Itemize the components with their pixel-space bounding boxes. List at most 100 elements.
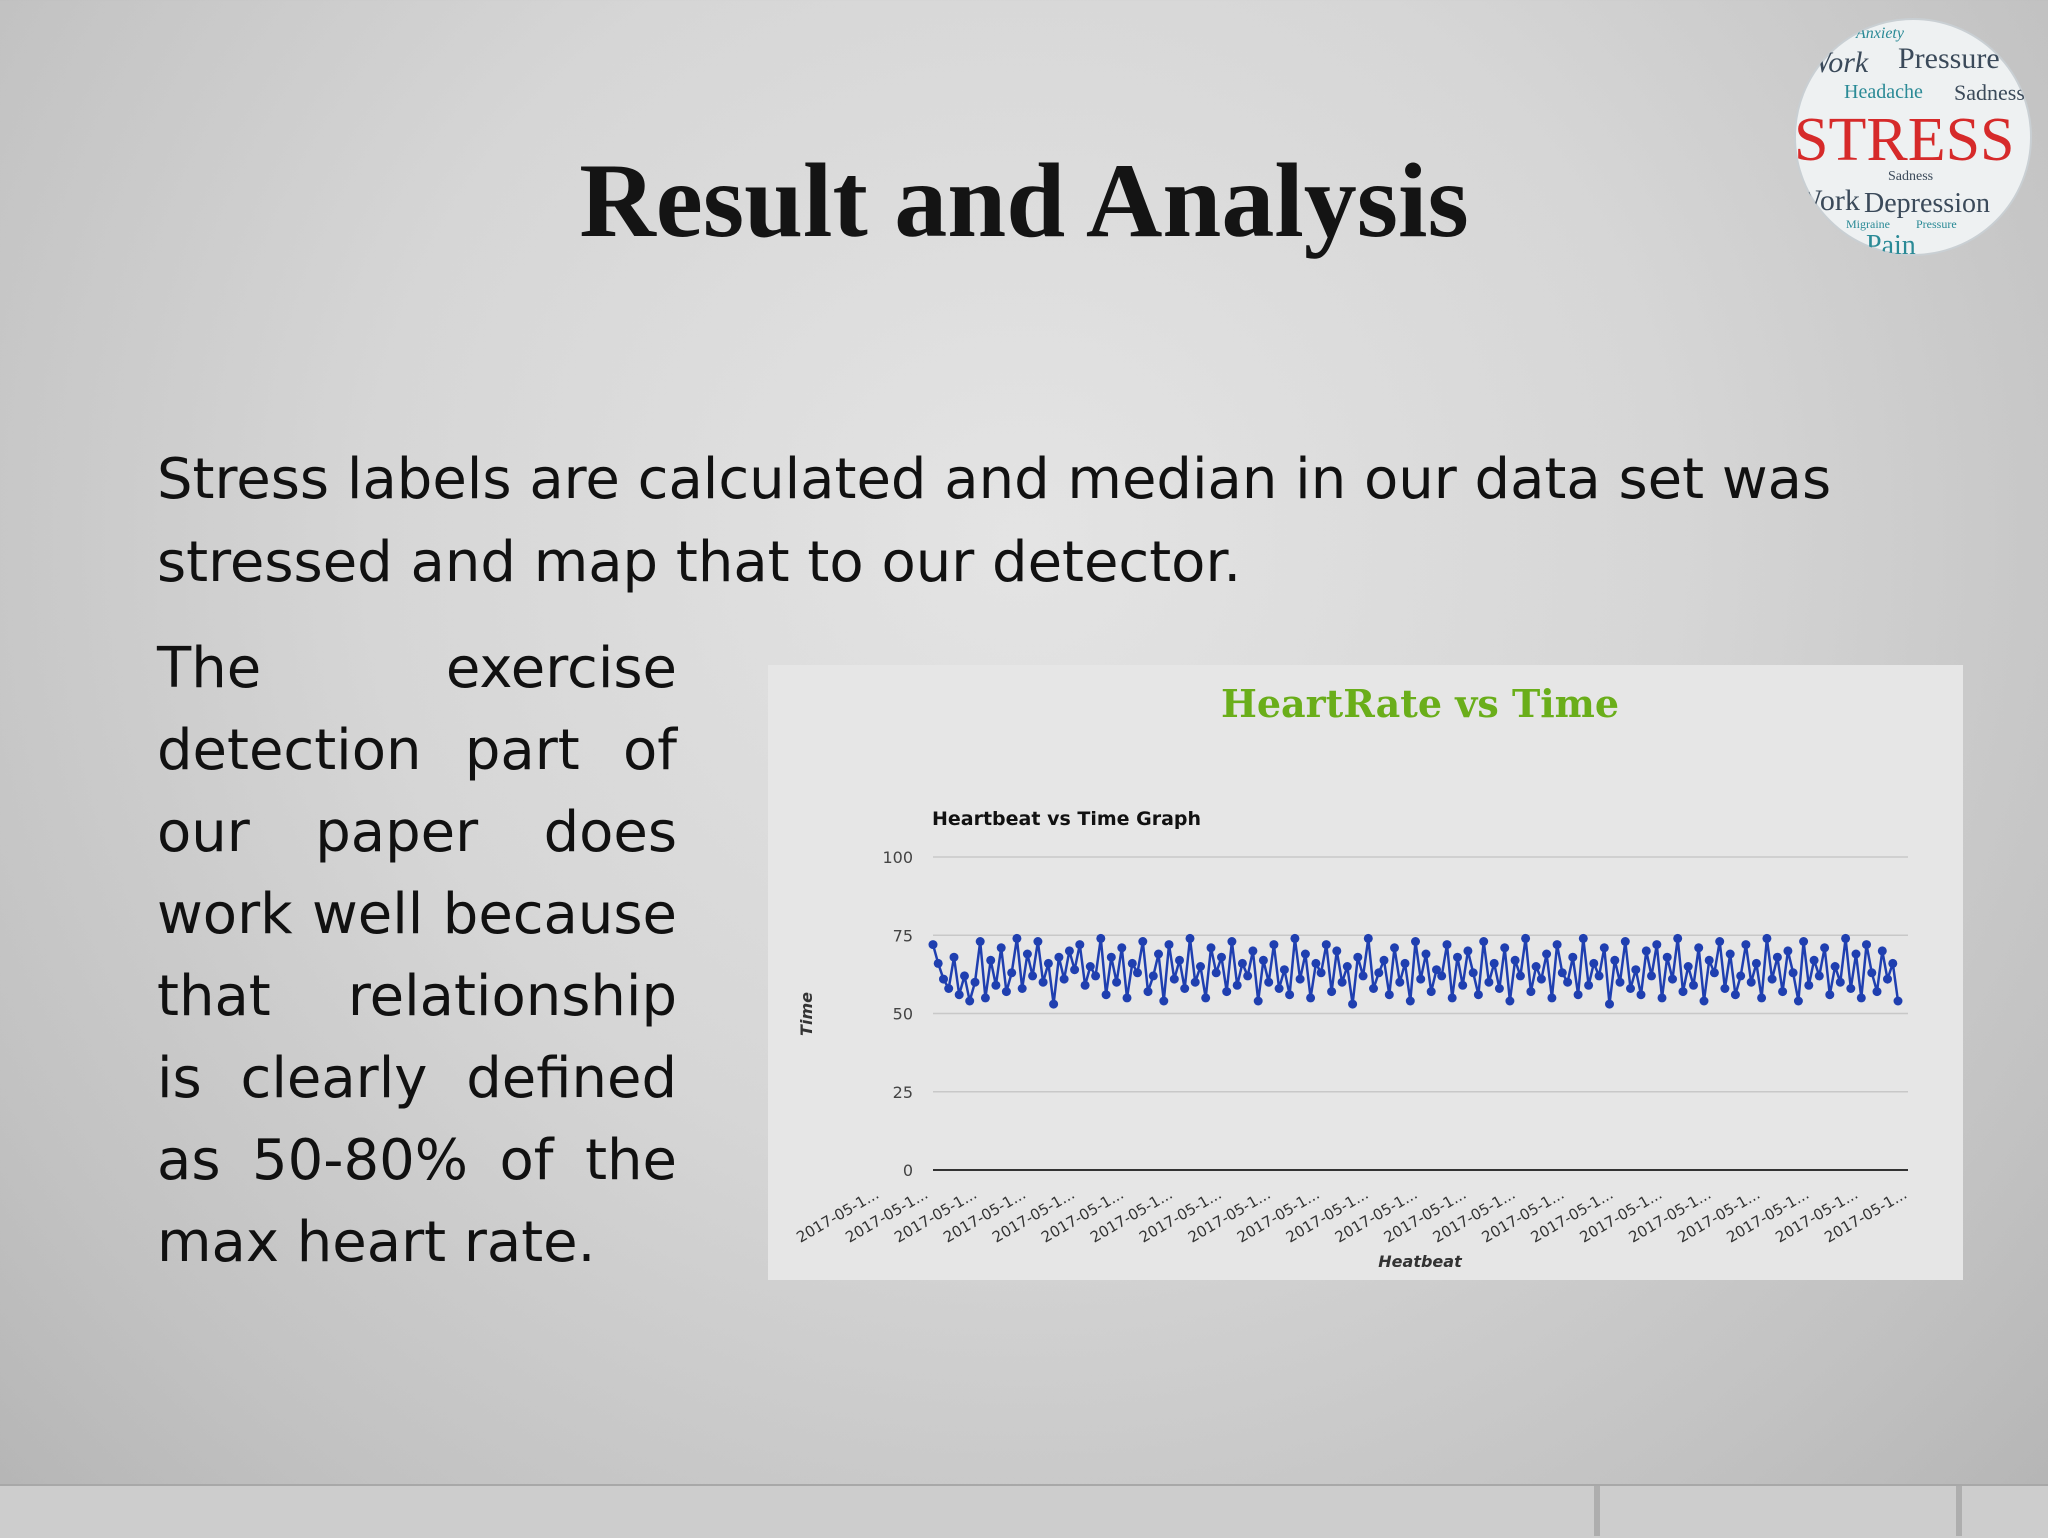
data-point — [1856, 993, 1866, 1003]
data-point — [1379, 955, 1389, 965]
data-point — [1017, 984, 1027, 993]
data-point — [1505, 996, 1515, 1006]
data-point — [1127, 958, 1137, 968]
chart-banner-title: HeartRate vs Time — [1221, 681, 1619, 726]
footer-divider — [1956, 1486, 1962, 1536]
data-point — [1190, 977, 1200, 987]
data-point — [1473, 990, 1483, 1000]
y-tick-label: 0 — [903, 1161, 913, 1180]
data-point — [980, 993, 990, 1003]
svg-text:Work: Work — [1794, 184, 1860, 217]
data-point — [1709, 968, 1719, 978]
data-point — [1594, 971, 1604, 981]
data-point — [1678, 987, 1688, 997]
data-point — [1154, 949, 1163, 959]
data-point — [1274, 984, 1284, 993]
data-point — [960, 971, 969, 981]
svg-text:STRESS: STRESS — [1794, 106, 2015, 174]
data-point — [1883, 974, 1892, 984]
data-point — [1437, 971, 1447, 981]
data-point — [1321, 940, 1331, 950]
data-point — [1500, 943, 1510, 953]
data-point — [1552, 940, 1562, 950]
svg-text:Work: Work — [1806, 46, 1869, 79]
data-point — [1106, 952, 1116, 962]
footer-bar — [0, 1484, 2048, 1538]
data-point — [1626, 984, 1635, 993]
data-point — [1468, 968, 1478, 978]
data-point — [1751, 958, 1761, 968]
data-point — [1757, 993, 1767, 1003]
data-point — [1647, 971, 1656, 981]
data-point — [1563, 977, 1573, 987]
data-point — [1515, 971, 1525, 981]
data-point — [1316, 968, 1326, 978]
data-point — [1169, 974, 1179, 984]
data-point — [1652, 940, 1662, 950]
data-point — [1458, 980, 1468, 990]
data-point — [1867, 968, 1877, 978]
data-point — [1400, 958, 1410, 968]
data-point — [1814, 971, 1824, 981]
data-point — [1206, 943, 1216, 953]
data-point — [1589, 958, 1599, 968]
data-point — [1248, 946, 1258, 956]
data-point — [1237, 958, 1247, 968]
data-point — [1788, 968, 1798, 978]
chart-panel: HeartRate vs Time Heartbeat vs Time Grap… — [768, 665, 1963, 1280]
data-point — [1374, 968, 1384, 978]
data-point — [1222, 987, 1232, 997]
data-point — [1799, 937, 1809, 946]
data-point — [939, 974, 948, 984]
data-point — [1568, 952, 1578, 962]
data-point — [1059, 974, 1069, 984]
data-point — [1211, 968, 1221, 978]
data-point — [1243, 971, 1253, 981]
data-point — [1101, 990, 1111, 1000]
data-point — [1070, 965, 1080, 975]
data-point — [1043, 958, 1053, 968]
svg-text:Anxiety: Anxiety — [1855, 25, 1905, 42]
data-point — [1295, 974, 1305, 984]
data-point — [1022, 949, 1032, 959]
data-point — [1232, 980, 1242, 990]
data-point — [986, 955, 996, 965]
data-point — [1767, 974, 1777, 984]
data-point — [1631, 965, 1641, 975]
data-point — [1384, 990, 1394, 1000]
data-point — [1536, 974, 1546, 984]
data-point — [1793, 996, 1803, 1006]
data-point — [1369, 984, 1378, 993]
data-point — [1841, 933, 1851, 943]
data-point — [1772, 952, 1782, 962]
data-point — [1704, 955, 1714, 965]
data-point — [1327, 987, 1337, 997]
data-point — [1636, 990, 1646, 1000]
data-point — [1547, 993, 1557, 1003]
data-point — [1285, 990, 1295, 1000]
data-point — [1028, 971, 1038, 981]
data-point — [1337, 977, 1347, 987]
data-point — [1730, 990, 1740, 1000]
data-point — [1432, 965, 1441, 975]
footer-divider — [1594, 1486, 1600, 1536]
data-point — [1846, 984, 1856, 993]
data-point — [1615, 977, 1625, 987]
data-point — [1584, 980, 1594, 990]
data-point — [1531, 962, 1541, 971]
data-point — [1227, 937, 1237, 946]
data-point — [1279, 965, 1289, 975]
data-point — [1290, 933, 1300, 943]
svg-text:Sadness: Sadness — [1888, 169, 1933, 184]
svg-text:Migraine: Migraine — [1846, 217, 1890, 231]
data-point — [1348, 999, 1358, 1009]
data-point — [1741, 940, 1751, 950]
data-point — [1862, 940, 1871, 950]
data-point — [1783, 946, 1793, 956]
data-point — [1300, 949, 1310, 959]
data-point — [949, 952, 959, 962]
data-point — [1075, 940, 1085, 950]
data-point — [975, 937, 985, 946]
data-point — [996, 943, 1006, 953]
data-point — [1426, 987, 1436, 997]
